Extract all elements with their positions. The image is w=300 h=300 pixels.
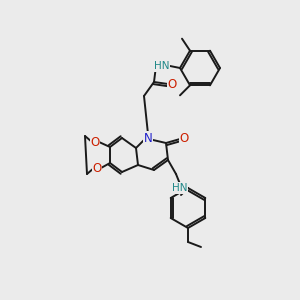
Text: HN: HN	[172, 183, 188, 193]
Text: O: O	[92, 161, 102, 175]
Text: O: O	[90, 136, 100, 148]
Text: O: O	[179, 133, 189, 146]
Text: O: O	[167, 77, 177, 91]
Text: HN: HN	[154, 61, 170, 71]
Text: N: N	[144, 131, 152, 145]
